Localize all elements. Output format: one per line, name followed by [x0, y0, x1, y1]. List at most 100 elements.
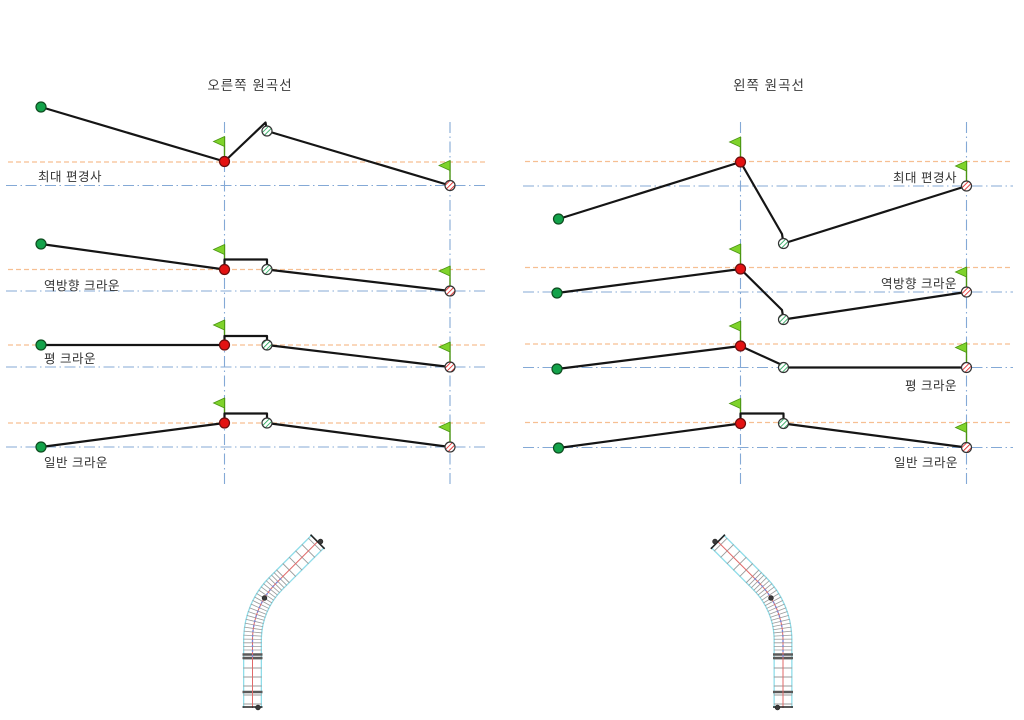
superelevation-row	[6, 319, 487, 373]
station-point-critical[interactable]	[218, 339, 231, 351]
station-point-curve-green-hatched[interactable]	[261, 125, 273, 137]
superelevation-profile-line	[557, 160, 968, 245]
flag-icon[interactable]	[728, 243, 742, 264]
max-superelevation-label-right: 최대 편경사	[893, 171, 957, 185]
right-curve-plan	[242, 534, 326, 711]
station-point-start[interactable]	[35, 101, 47, 113]
road-curve-centerline-dash	[253, 619, 256, 623]
station-point-critical[interactable]	[734, 417, 747, 430]
station-point-curve-red-hatched[interactable]	[444, 361, 456, 373]
station-point-curve-red-hatched[interactable]	[960, 361, 973, 374]
road-key-station-marker[interactable]	[712, 538, 718, 545]
station-point-critical[interactable]	[218, 417, 231, 429]
flag-icon[interactable]	[728, 320, 742, 341]
superelevation-row	[523, 136, 1013, 250]
road-curve-centerline-dash	[278, 577, 282, 581]
flag-icon[interactable]	[438, 421, 451, 442]
flag-icon[interactable]	[438, 341, 451, 362]
station-point-critical[interactable]	[218, 155, 231, 168]
station-point-start[interactable]	[552, 442, 565, 454]
flag-icon[interactable]	[728, 136, 742, 157]
road-curve-centerline-dash	[774, 605, 777, 609]
station-point-start[interactable]	[35, 238, 47, 250]
station-point-curve-green-hatched[interactable]	[777, 313, 790, 326]
station-point-curve-green-hatched[interactable]	[261, 339, 273, 351]
station-point-critical[interactable]	[218, 263, 231, 276]
flag-icon[interactable]	[954, 160, 968, 181]
flat-crown-label-right: 평 크라운	[905, 379, 957, 393]
normal-crown-label-left: 일반 크라운	[44, 456, 108, 470]
road-key-station-marker[interactable]	[255, 704, 261, 711]
flag-icon[interactable]	[728, 397, 742, 419]
max-superelevation-label-left: 최대 편경사	[38, 170, 102, 184]
road-curve-centerline-dash	[764, 588, 767, 592]
station-point-curve-green-hatched[interactable]	[777, 361, 790, 374]
road-station-tick	[710, 534, 726, 550]
flag-icon[interactable]	[954, 421, 968, 443]
flag-icon[interactable]	[212, 397, 226, 418]
road-curve-centerline-dash	[258, 605, 261, 609]
superelevation-profile-line	[557, 412, 968, 450]
road-curve-centerline-dash	[772, 601, 775, 604]
station-point-critical[interactable]	[734, 340, 747, 352]
panel-title-left-curve: 왼쪽 원곡선	[733, 78, 805, 93]
station-point-start[interactable]	[35, 339, 47, 351]
road-curve-centerline-dash	[275, 581, 279, 584]
road-curve-centerline-dash	[767, 592, 770, 596]
superelevation-row	[6, 397, 487, 453]
superelevation-profile-line	[39, 334, 452, 369]
superelevation-profile-line	[39, 242, 452, 293]
road-curve-centerline-dash	[265, 592, 269, 596]
flag-icon[interactable]	[954, 266, 968, 287]
station-point-start[interactable]	[552, 213, 565, 225]
road-curve-centerline-dash	[255, 615, 258, 618]
flat-crown-label-left: 평 크라운	[44, 352, 96, 366]
flag-icon[interactable]	[438, 265, 451, 286]
station-point-start[interactable]	[551, 287, 563, 299]
flag-icon[interactable]	[212, 319, 226, 340]
station-point-curve-red-hatched[interactable]	[960, 441, 973, 454]
superelevation-profile-line	[555, 267, 968, 321]
flag-icon[interactable]	[212, 135, 226, 157]
normal-crown-label-right: 일반 크라운	[894, 456, 958, 470]
station-point-critical[interactable]	[734, 156, 747, 168]
road-curve-centerline-dash	[779, 619, 782, 623]
station-point-curve-red-hatched[interactable]	[960, 286, 973, 298]
flag-icon[interactable]	[438, 159, 451, 181]
road-curve-centerline-dash	[753, 577, 757, 581]
superelevation-row	[523, 320, 1013, 375]
superelevation-profile-line	[39, 105, 452, 187]
panel-right-curve	[6, 101, 487, 486]
road-curve-centerline-dash	[260, 601, 263, 604]
station-point-start[interactable]	[35, 441, 47, 453]
road-key-station-marker[interactable]	[768, 595, 774, 601]
flag-icon[interactable]	[954, 341, 968, 363]
station-point-curve-red-hatched[interactable]	[960, 180, 973, 192]
station-point-start[interactable]	[551, 363, 563, 375]
road-curve-centerline-dash	[776, 610, 779, 613]
station-point-curve-green-hatched[interactable]	[777, 237, 790, 250]
road-curve-centerline-dash	[757, 581, 761, 584]
superelevation-profile-line	[555, 344, 968, 371]
superelevation-row	[523, 243, 1013, 326]
station-point-critical[interactable]	[734, 263, 747, 275]
road-centerline	[716, 540, 784, 708]
station-point-curve-red-hatched[interactable]	[444, 179, 456, 192]
road-key-station-marker[interactable]	[774, 704, 781, 711]
panel-left-curve	[523, 122, 1013, 486]
road-curve-centerline-dash	[256, 610, 259, 613]
station-point-curve-red-hatched[interactable]	[444, 441, 456, 453]
station-point-curve-green-hatched[interactable]	[777, 417, 790, 430]
superelevation-profile-line	[39, 412, 452, 449]
station-point-curve-green-hatched[interactable]	[261, 263, 273, 276]
flag-icon[interactable]	[212, 243, 226, 265]
road-station-tick	[309, 534, 326, 550]
station-point-curve-green-hatched[interactable]	[261, 417, 273, 429]
reverse-crown-label-left: 역방향 크라운	[44, 279, 120, 293]
road-key-station-marker[interactable]	[317, 538, 324, 545]
superelevation-row	[6, 101, 487, 192]
station-point-curve-red-hatched[interactable]	[444, 285, 456, 297]
road-key-station-marker[interactable]	[261, 595, 268, 601]
